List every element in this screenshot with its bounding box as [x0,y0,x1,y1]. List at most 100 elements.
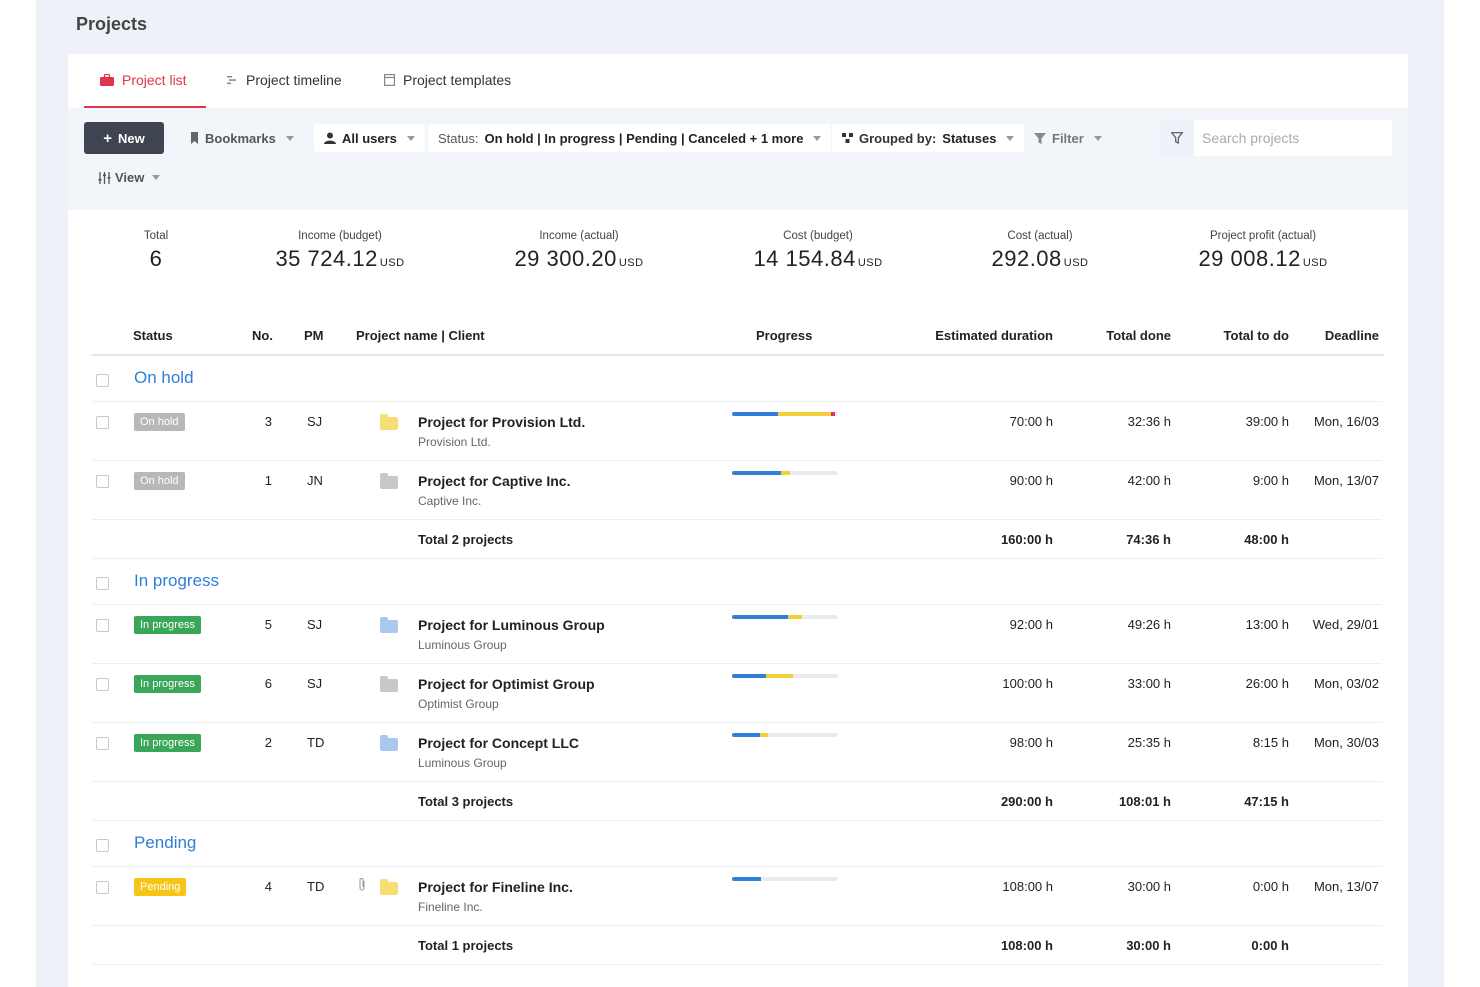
total-todo: 0:00 h [1252,879,1289,894]
table-row[interactable]: Pending 4 TD Project for Fineline Inc. Finel… [92,867,1382,926]
group-total-label: Total 2 projects [418,532,514,547]
new-button-label: New [118,130,145,146]
group-total-todo: 47:15 h [1244,794,1289,809]
group-title[interactable]: On hold [134,368,194,387]
bookmarks-dropdown[interactable]: Bookmarks [180,124,304,152]
total-todo: 13:00 h [1245,617,1289,632]
column-deadline[interactable]: Deadline [1324,328,1379,343]
column-progress[interactable]: Progress [756,328,813,343]
status-badge: In progress [134,734,202,752]
project-manager: TD [307,735,325,750]
column-estimated[interactable]: Estimated duration [935,328,1053,343]
row-checkbox[interactable] [96,881,109,894]
progress-bar [732,412,838,416]
status-filter-dropdown[interactable]: Status: On hold | In progress | Pending … [428,124,832,152]
row-checkbox[interactable] [96,619,109,632]
progress-segment [780,471,791,475]
table-row[interactable]: In progress 2 TD Project for Concept LLC Lum… [92,723,1382,782]
stat-income-actual: Income (actual) 29 300.20 USD [514,230,643,272]
project-number: 4 [264,879,272,894]
group-checkbox[interactable] [96,839,109,852]
tab-project-timeline[interactable]: Project timeline [226,72,342,88]
project-manager: SJ [307,676,323,691]
users-dropdown[interactable]: All users [314,124,425,152]
new-button[interactable]: + New [84,122,164,154]
group-by-dropdown[interactable]: Grouped by: Statuses [832,124,1025,152]
table-row[interactable]: On hold 1 JN Project for Captive Inc. Captiv… [92,461,1382,520]
estimated-duration: 90:00 h [1009,473,1053,488]
group-title[interactable]: In progress [134,571,220,590]
progress-segment [732,877,761,881]
status-badge: On hold [134,472,185,490]
progress-segment [788,615,802,619]
chevron-down-icon [285,135,294,141]
progress-bar [732,615,838,619]
project-name[interactable]: Project for Concept LLC [418,735,580,751]
stat-label: Cost (actual) [1007,230,1073,242]
column-project-name[interactable]: Project name | Client [356,328,485,343]
estimated-duration: 98:00 h [1009,735,1053,750]
folder-icon [380,735,398,751]
stat-value: 29 300.20 [514,246,617,271]
stat-label: Income (actual) [539,230,619,242]
column-pm[interactable]: PM [304,328,324,343]
group-checkbox[interactable] [96,577,109,590]
project-manager: SJ [307,617,323,632]
project-name[interactable]: Project for Provision Ltd. [418,414,586,430]
group-total-done: 108:01 h [1118,794,1171,809]
folder-icon [380,676,398,692]
column-status[interactable]: Status [133,328,173,343]
stat-currency: USD [1063,257,1089,269]
progress-segment [732,412,778,416]
column-total-done[interactable]: Total done [1106,328,1171,343]
tab-project-list[interactable]: Project list [100,72,187,88]
progress-bar [732,877,838,881]
progress-segment [732,471,781,475]
total-done: 25:35 h [1127,735,1171,750]
stat-label: Total [143,230,169,242]
table-row[interactable]: In progress 5 SJ Project for Luminous Group… [92,605,1382,664]
stat-cost-budget: Cost (budget) 14 154.84 USD [753,230,882,272]
group-by-prefix: Grouped by: [859,130,937,146]
table-row[interactable]: On hold 3 SJ Project for Provision Ltd. Prov… [92,402,1382,461]
total-todo: 8:15 h [1252,735,1289,750]
progress-segment [759,733,769,737]
stat-value: 29 008.12 [1198,246,1301,271]
row-checkbox[interactable] [96,475,109,488]
stat-project-profit: Project profit (actual) 29 008.12 USD [1198,230,1327,272]
project-name[interactable]: Project for Fineline Inc. [418,879,573,895]
column-total-todo[interactable]: Total to do [1223,328,1289,343]
row-checkbox[interactable] [96,678,109,691]
status-badge: On hold [134,413,185,431]
column-no[interactable]: No. [252,328,273,343]
group-title[interactable]: Pending [134,833,197,852]
project-name[interactable]: Project for Captive Inc. [418,473,571,489]
view-dropdown[interactable]: View [98,170,161,185]
project-name[interactable]: Project for Luminous Group [418,617,605,633]
group-header-row: In progress [92,559,1382,605]
search-filter-icon[interactable] [1160,120,1194,156]
stat-label: Cost (budget) [783,230,853,242]
folder-icon [380,617,398,633]
group-checkbox[interactable] [96,374,109,387]
status-badge: In progress [134,616,202,634]
total-done: 49:26 h [1127,617,1171,632]
search-input[interactable] [1194,121,1384,155]
project-manager: JN [307,473,323,488]
stat-income-budget: Income (budget) 35 724.12 USD [275,230,404,272]
row-checkbox[interactable] [96,737,109,750]
bookmarks-label: Bookmarks [205,130,276,146]
total-done: 42:00 h [1127,473,1171,488]
estimated-duration: 70:00 h [1009,414,1053,429]
progress-bar [732,733,838,737]
table-row[interactable]: In progress 6 SJ Project for Optimist Group… [92,664,1382,723]
group-total-row: Total 2 projects 160:00 h 74:36 h 48:00 h [92,520,1382,559]
filter-dropdown[interactable]: Filter [1024,124,1112,152]
progress-segment [777,412,831,416]
project-client: Provision Ltd. [418,435,491,449]
progress-bar [732,471,838,475]
tab-project-templates[interactable]: Project templates [384,72,511,88]
project-name[interactable]: Project for Optimist Group [418,676,595,692]
stat-label: Income (budget) [298,230,382,242]
row-checkbox[interactable] [96,416,109,429]
